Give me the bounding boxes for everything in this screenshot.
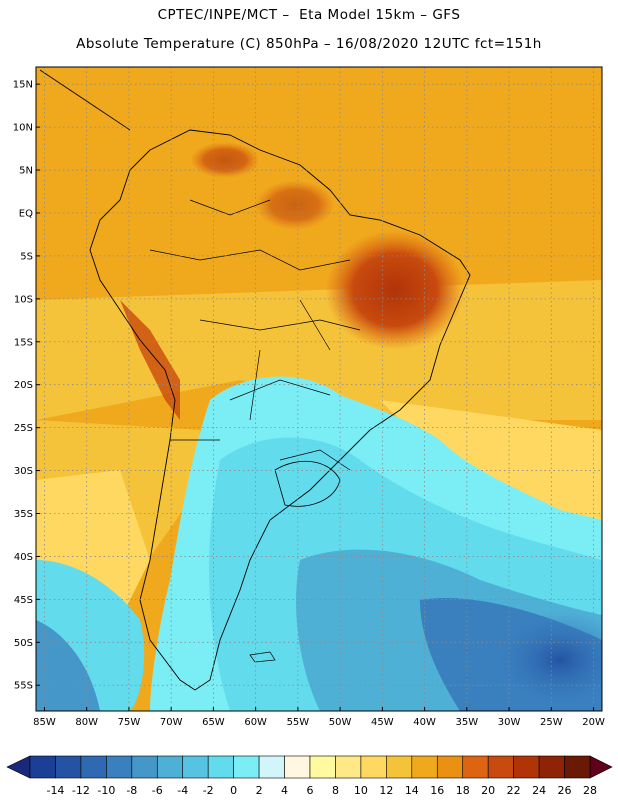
- andes-warm-slope: [120, 300, 180, 420]
- venezuela-heat: [190, 142, 260, 178]
- lon-tick-label: 40W: [413, 717, 436, 728]
- lat-tick-label: 55S: [14, 681, 33, 692]
- lon-tick-label: 55W: [287, 717, 310, 728]
- colorbar-swatch: [360, 755, 387, 779]
- colorbar-swatch: [29, 755, 56, 779]
- colorbar-swatch: [106, 755, 133, 779]
- falklands-outline: [249, 651, 276, 663]
- colorbar-label: 20: [481, 784, 495, 797]
- lat-tick-label: 35S: [14, 509, 33, 520]
- lon-tick-label: 25W: [540, 717, 563, 728]
- pacific-cold-core: [36, 620, 100, 711]
- colorbar-label: 26: [558, 784, 572, 797]
- lat-tick-label: 25S: [14, 423, 33, 434]
- colorbar-label: 28: [583, 784, 597, 797]
- colorbar-label: 0: [230, 784, 237, 797]
- lon-tick-label: 65W: [202, 717, 225, 728]
- latitude-tick-labels: 15N 10N 5N EQ 5S 10S 15S 20S 25S 30S 35S 40S 45S 50S 5…: [13, 80, 40, 692]
- plot-frame: [35, 66, 603, 712]
- atlantic-warm-tongue: [380, 400, 602, 520]
- colorbar-swatch: [207, 755, 234, 779]
- colorbar-swatch: [258, 755, 285, 779]
- colorbar-swatch: [386, 755, 413, 779]
- lat-tick-label: 15S: [14, 337, 33, 348]
- lon-tick-label: 85W: [33, 717, 56, 728]
- colorbar-label: 18: [456, 784, 470, 797]
- colorbar-label: -8: [126, 784, 137, 797]
- amazon-heat: [255, 180, 335, 230]
- lat-tick-label: 50S: [14, 638, 33, 649]
- colorbar-above-arrow: [589, 755, 613, 779]
- colorbar-label: 4: [281, 784, 288, 797]
- colorbar-label: 6: [307, 784, 314, 797]
- lat-tick-label: 40S: [14, 552, 33, 563]
- colorbar-label: 2: [256, 784, 263, 797]
- continent-outline: [89, 129, 471, 691]
- colorbar-swatch: [538, 755, 565, 779]
- lat-tick-label: 45S: [14, 595, 33, 606]
- colorbar-swatch: [335, 755, 362, 779]
- colorbar-swatch: [156, 755, 184, 779]
- lat-tick-label: 20S: [14, 380, 33, 391]
- colorbar-label: 24: [532, 784, 546, 797]
- colorbar-label: 22: [507, 784, 521, 797]
- ne-brazil-heat: [325, 230, 465, 350]
- central-america-outline: [39, 69, 131, 131]
- lon-tick-label: 45W: [371, 717, 394, 728]
- lon-tick-label: 35W: [456, 717, 479, 728]
- colorbar-label: 12: [379, 784, 393, 797]
- lat-tick-label: 10N: [13, 123, 33, 134]
- colorbar-label: 16: [430, 784, 444, 797]
- colorbar-swatch: [462, 755, 489, 779]
- colorbar-swatch: [309, 755, 336, 779]
- colorbar-below-arrow: [6, 755, 31, 779]
- colorbar-swatch: [513, 755, 540, 779]
- lon-tick-label: 20W: [582, 717, 605, 728]
- colorbar-swatch: [284, 755, 311, 779]
- lat-tick-label: 5S: [20, 251, 33, 262]
- colorbar-label: 8: [332, 784, 339, 797]
- colorbar-label: -12: [72, 784, 90, 797]
- lat-tick-label: 5N: [19, 166, 33, 177]
- lat-tick-label: 15N: [13, 80, 33, 91]
- colorbar-label: 14: [405, 784, 419, 797]
- colorbar-label: 10: [354, 784, 368, 797]
- map-title-line2: Absolute Temperature (C) 850hPa – 16/08/…: [76, 36, 542, 52]
- colorbar-swatch: [487, 755, 514, 779]
- colorbar-swatch: [233, 755, 260, 779]
- colorbar-swatch: [564, 755, 591, 779]
- colorbar-swatch: [55, 755, 82, 779]
- lon-tick-label: 70W: [160, 717, 183, 728]
- country-boundaries: [149, 199, 361, 471]
- colorbar-swatch: [80, 755, 107, 779]
- colorbar-label: -10: [97, 784, 115, 797]
- map-title-line1: CPTEC/INPE/MCT – Eta Model 15km – GFS: [157, 7, 461, 23]
- colorbar-label: -6: [152, 784, 163, 797]
- colorbar-swatch: [182, 755, 209, 779]
- lon-tick-label: 50W: [329, 717, 352, 728]
- lon-tick-label: 60W: [244, 717, 267, 728]
- colorbar-label: -2: [203, 784, 214, 797]
- colorbar-swatch: [436, 755, 464, 779]
- lon-tick-label: 80W: [75, 717, 98, 728]
- colorbar: -14 -12 -10 -8 -6 -4 -2 0 2 4 6 8 10 12 14 16 18 20 22 24 26…: [6, 755, 613, 797]
- lat-tick-label: 30S: [14, 466, 33, 477]
- lat-tick-label: 10S: [14, 294, 33, 305]
- longitude-tick-labels: 85W 80W 75W 70W 65W 60W 55W 50W 45W 40W 35W 30W 25W 2…: [33, 707, 605, 728]
- colorbar-swatch: [131, 755, 158, 779]
- lon-tick-label: 30W: [498, 717, 521, 728]
- lat-tick-label: EQ: [19, 208, 33, 219]
- lon-tick-label: 75W: [118, 717, 141, 728]
- plot-area: [36, 67, 602, 711]
- uruguay-outline: [274, 460, 341, 507]
- grid-lines: [36, 67, 602, 711]
- colorbar-label: -4: [177, 784, 188, 797]
- colorbar-swatch: [411, 755, 438, 779]
- colorbar-label: -14: [46, 784, 64, 797]
